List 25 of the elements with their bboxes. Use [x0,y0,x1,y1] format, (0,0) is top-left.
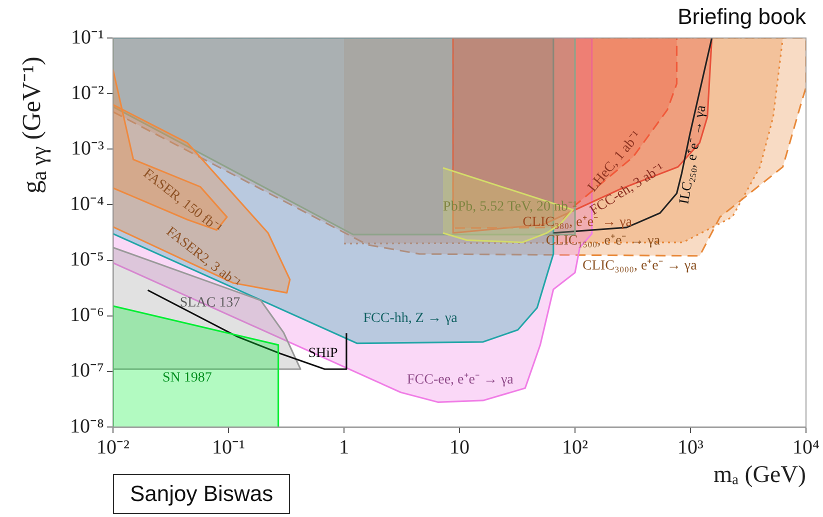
y-tick-label: 10⁻⁵ [70,248,104,271]
y-tick-label: 10⁻⁷ [70,360,104,382]
series-label: SHiP [308,346,338,361]
y-tick-label: 10⁻² [71,82,104,104]
x-tick-label: 10³ [678,436,704,458]
series-label: CLIC₃₀₀₀, e⁺e⁻ → γa [582,258,698,274]
series-label: FCC-ee, e⁺e⁻ → γa [407,372,514,388]
x-axis-title: mₐ (GeV) [713,462,806,489]
series-label: SN 1987 [162,370,212,386]
x-tick-label: 10⁴ [792,436,820,458]
y-tick-label: 10⁻⁶ [70,304,104,326]
x-tick-label: 10 [450,436,470,458]
text: Sanjoy Biswas [113,474,290,514]
series-label: FCC-hh, Z → γa [363,310,458,326]
y-tick-label: 10⁻⁴ [70,192,104,215]
x-tick-label: 10² [562,436,588,458]
x-tick-label: 10⁻¹ [212,436,245,458]
y-tick-label: 10⁻³ [71,137,104,160]
x-tick-label: 10⁻² [96,436,130,458]
text: ILC₂₅₀, e⁺e⁻ → γa [677,103,710,206]
text: Briefing book [678,4,806,30]
annotation: CLIC₃₈₀, e⁺e⁻ → γa [522,215,633,230]
y-tick-label: 10⁻¹ [71,26,104,48]
x-tick-label: 1 [339,436,349,458]
y-tick-label: 10⁻⁸ [70,415,104,438]
